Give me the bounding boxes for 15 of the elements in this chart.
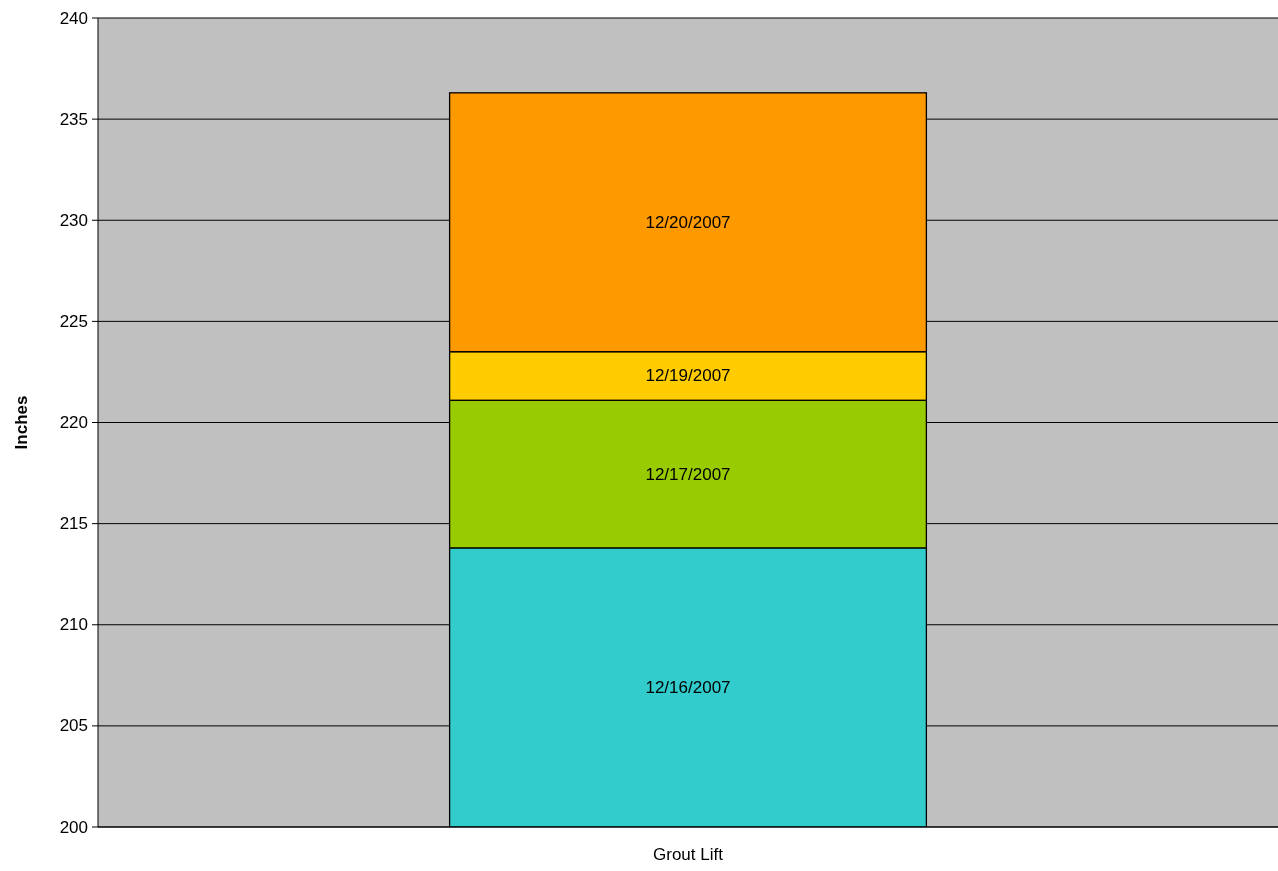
y-tick-label: 235 xyxy=(59,109,88,129)
y-tick-label: 220 xyxy=(59,413,88,432)
y-tick-label: 215 xyxy=(59,514,88,534)
series-label: 12/17/2007 xyxy=(645,464,731,484)
y-tick-label: 230 xyxy=(59,210,88,230)
y-tick-label: 210 xyxy=(59,615,88,635)
y-tick-label: 200 xyxy=(59,817,88,837)
series-label: 12/16/2007 xyxy=(645,677,731,697)
series-label: 12/19/2007 xyxy=(645,366,731,386)
y-tick-label: 205 xyxy=(59,716,88,736)
x-tick-label: Grout Lift xyxy=(653,845,724,864)
y-tick-label: 225 xyxy=(59,311,88,331)
y-axis-title: Inches xyxy=(12,395,31,450)
series-label: 12/20/2007 xyxy=(645,212,731,232)
y-tick-label: 240 xyxy=(59,8,88,28)
